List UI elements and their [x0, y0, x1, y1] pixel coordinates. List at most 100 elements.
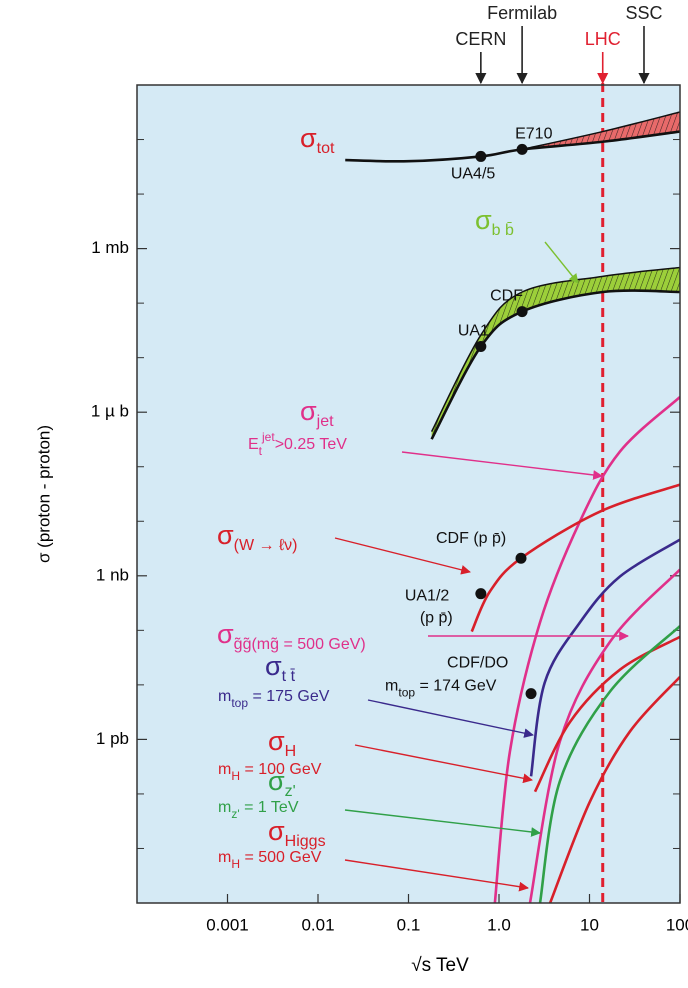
annotation: UA1 [458, 323, 489, 340]
annotation: mz' = 1 TeV [218, 799, 299, 821]
plot-frame [136, 84, 681, 904]
annotation: σH [268, 726, 296, 760]
annotation-text: σ [217, 619, 234, 649]
x-tick-label: 0.001 [206, 915, 249, 934]
annotation-text: = 1 TeV [240, 799, 299, 816]
annotation: mH = 500 GeV [218, 849, 322, 871]
data-point [516, 306, 528, 318]
annotation-text: H [231, 769, 240, 783]
x-tick-label: 0.01 [301, 915, 334, 934]
annotation-text: (p p̄) [420, 610, 453, 627]
annotation: CDF (p p̄) [436, 530, 506, 547]
annotation-text: σ [268, 816, 285, 846]
annotation-text: tot [317, 140, 335, 157]
annotation-text: top [231, 696, 248, 710]
annotation-text: >0.25 TeV [275, 436, 348, 453]
annotation-text: = 500 GeV [240, 849, 322, 866]
accelerator-label: SSC [625, 3, 662, 23]
annotation: σtot [300, 123, 335, 157]
data-point [475, 150, 487, 162]
annotation: E710 [515, 126, 552, 143]
annotation-text: = 100 GeV [240, 761, 322, 778]
annotation-text: σ [265, 651, 282, 681]
y-tick-label: 1 µ b [91, 402, 129, 421]
annotation-text: CDF/DO [447, 655, 508, 672]
annotation-text: σ [475, 205, 492, 235]
annotation: Etjet>0.25 TeV [248, 430, 347, 458]
annotation-text: jet [316, 413, 334, 430]
annotation-text: m [218, 849, 231, 866]
annotation-text: H [231, 857, 240, 871]
annotation-text: UA1/2 [405, 588, 450, 605]
x-tick-label: 100 [666, 915, 688, 934]
annotation-text: m [385, 678, 398, 695]
annotation: CDF [490, 288, 523, 305]
annotation-text: z' [231, 807, 239, 821]
label-arrow [344, 859, 529, 892]
y-axis-label: σ (proton - proton) [34, 425, 53, 563]
annotation-text: g̃g̃ [234, 636, 252, 653]
x-tick-label: 10 [580, 915, 599, 934]
annotation-text: top [398, 686, 415, 700]
annotation-text: σ [217, 520, 234, 550]
annotation: UA1/2 [405, 588, 450, 605]
curve [529, 538, 680, 777]
annotation-text: CDF (p p̄) [436, 530, 506, 547]
y-tick-label: 1 mb [91, 238, 129, 257]
annotation-text: t [259, 444, 263, 458]
annotation-text: CDF [490, 288, 523, 305]
annotation: σb b̄ [475, 205, 514, 239]
annotation-text: σ [268, 766, 285, 796]
annotation: σjet [300, 396, 334, 430]
data-point [475, 341, 487, 353]
accelerator-label: CERN [455, 29, 506, 49]
accelerator-label: LHC [585, 29, 621, 49]
annotation-text: b b̄ [492, 221, 514, 238]
annotation-text: m [218, 688, 231, 705]
band-edge [430, 266, 680, 432]
annotation-text: = 500 GeV) [279, 636, 366, 653]
annotation-text: m [218, 761, 231, 778]
curve [345, 130, 680, 163]
data-point [515, 552, 527, 564]
annotation-text: g̃ [270, 636, 279, 653]
x-tick-label: 1.0 [487, 915, 511, 934]
annotation: σ(W → ℓν) [217, 520, 298, 554]
accelerator-label: Fermilab [487, 3, 557, 23]
annotation-text: = 175 GeV [248, 688, 330, 705]
data-point [475, 588, 487, 600]
annotation-text: σ [300, 123, 317, 153]
x-tick-label: 0.1 [397, 915, 421, 934]
curves [345, 111, 680, 903]
y-tick-label: 1 nb [96, 565, 129, 584]
annotation-text: z' [285, 783, 296, 800]
curve [470, 483, 680, 633]
annotation-text: UA4/5 [451, 166, 496, 183]
annotation: σt t̄ [265, 651, 296, 685]
label-arrow [334, 537, 471, 575]
annotation-text: E [248, 436, 259, 453]
annotation-text: UA1 [458, 323, 489, 340]
band-hatch [431, 267, 680, 440]
annotation-text: E710 [515, 126, 552, 143]
annotation-text: m [218, 799, 231, 816]
annotation-text: = 174 GeV [415, 678, 497, 695]
x-axis-label: √s TeV [411, 955, 469, 976]
curve [493, 396, 680, 903]
annotation-text: (m [251, 636, 270, 653]
annotation: σg̃g̃(mg̃ = 500 GeV) [217, 619, 366, 653]
label-arrow [401, 451, 603, 480]
annotation-text: σ [300, 396, 317, 426]
label-arrow [354, 744, 533, 784]
curve [548, 676, 680, 903]
annotation: CDF/DO [447, 655, 508, 672]
annotation: mH = 100 GeV [218, 761, 322, 783]
annotation-text: (W → ℓν) [234, 537, 298, 554]
annotation: σHiggs [268, 816, 326, 850]
annotation-text: jet [261, 430, 275, 444]
plot-area [137, 85, 680, 903]
annotation: mtop = 174 GeV [385, 678, 497, 700]
annotation-text: Higgs [285, 833, 326, 850]
curve [538, 625, 680, 903]
